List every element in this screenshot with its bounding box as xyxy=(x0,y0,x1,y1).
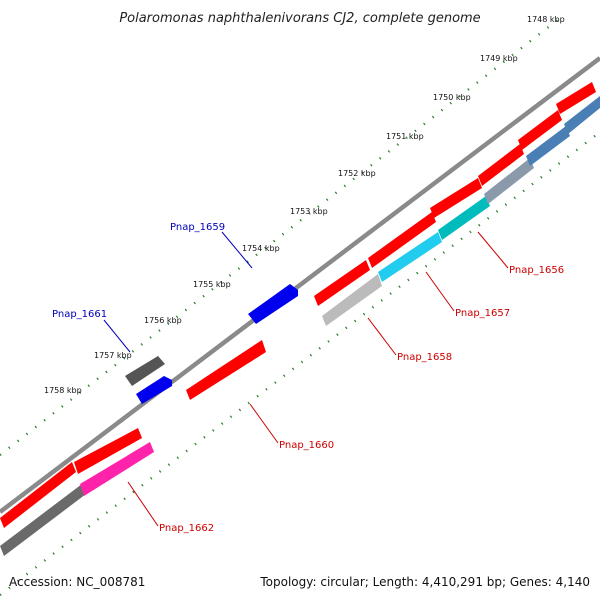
gene-pnap-1659[interactable] xyxy=(248,284,298,324)
gene-pnap-1660[interactable] xyxy=(186,340,266,400)
gene-label-pnap-1658[interactable]: Pnap_1658 xyxy=(397,352,452,363)
gene-cds[interactable] xyxy=(556,82,596,114)
gene-cds[interactable] xyxy=(0,462,76,528)
kbp-labels: 1748 kbp 1749 kbp 1750 kbp 1751 kbp 1752… xyxy=(44,15,565,395)
gene-labels: Pnap_1656 Pnap_1657 Pnap_1658 Pnap_1659 … xyxy=(52,222,564,534)
forward-cds-track xyxy=(0,82,596,528)
gene-pnap-1661-dark[interactable] xyxy=(125,356,165,386)
gene-label-pnap-1656[interactable]: Pnap_1656 xyxy=(509,265,564,276)
gene-cds[interactable] xyxy=(314,260,370,306)
gene-label-pnap-1662[interactable]: Pnap_1662 xyxy=(159,523,214,534)
gene-pnap-1661[interactable] xyxy=(136,376,172,404)
gene-cds[interactable] xyxy=(430,178,482,218)
leader-line xyxy=(367,317,397,356)
gene-steel-blue[interactable] xyxy=(564,96,600,134)
leader-line xyxy=(425,271,455,312)
reverse-gene-track xyxy=(0,96,600,556)
kbp-label: 1752 kbp xyxy=(338,169,376,178)
leader-line xyxy=(221,231,253,269)
leader-line xyxy=(477,231,509,269)
gene-label-pnap-1661[interactable]: Pnap_1661 xyxy=(52,309,107,320)
genome-stats-text: Topology: circular; Length: 4,410,291 bp… xyxy=(259,575,590,589)
kbp-label: 1748 kbp xyxy=(527,15,565,24)
leader-line xyxy=(127,481,159,527)
gene-dark-gray[interactable] xyxy=(0,484,86,556)
genome-backbone xyxy=(0,56,600,514)
gene-label-pnap-1657[interactable]: Pnap_1657 xyxy=(455,308,510,319)
map-title: Polaromonas naphthalenivorans CJ2, compl… xyxy=(119,11,480,26)
gene-cds[interactable] xyxy=(478,144,524,186)
inner-tick-track xyxy=(0,131,600,596)
kbp-label: 1757 kbp xyxy=(94,351,132,360)
leader-line xyxy=(103,319,131,353)
gene-pnap-1662[interactable] xyxy=(80,442,154,496)
label-leaders xyxy=(103,231,509,527)
gene-cds[interactable] xyxy=(368,212,436,268)
gene-label-pnap-1659[interactable]: Pnap_1659 xyxy=(170,222,225,233)
gene-pnap-1657[interactable] xyxy=(378,232,442,282)
kbp-label: 1756 kbp xyxy=(144,316,182,325)
gene-pnap-1658[interactable] xyxy=(322,274,382,326)
kbp-label: 1755 kbp xyxy=(193,280,231,289)
gene-steel-gray[interactable] xyxy=(484,158,534,204)
leader-line xyxy=(249,403,279,444)
kbp-label: 1749 kbp xyxy=(480,54,518,63)
kbp-label: 1758 kbp xyxy=(44,386,82,395)
gene-cds[interactable] xyxy=(518,110,562,150)
gene-cds[interactable] xyxy=(74,428,142,474)
gene-pnap-1656[interactable] xyxy=(438,196,490,240)
gene-label-pnap-1660[interactable]: Pnap_1660 xyxy=(279,440,334,451)
kbp-label: 1753 kbp xyxy=(290,207,328,216)
kbp-label: 1750 kbp xyxy=(433,93,471,102)
accession-text: Accession: NC_008781 xyxy=(9,575,145,589)
kbp-label: 1754 kbp xyxy=(242,244,280,253)
kbp-label: 1751 kbp xyxy=(386,132,424,141)
gene-steel-blue[interactable] xyxy=(526,126,570,166)
outer-tick-track xyxy=(0,17,561,456)
